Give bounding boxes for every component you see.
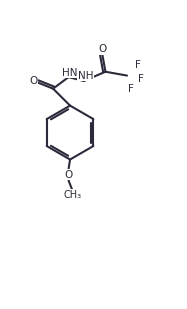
Text: NH: NH bbox=[78, 70, 93, 81]
Text: O: O bbox=[98, 44, 107, 54]
Text: O: O bbox=[29, 76, 37, 86]
Text: F: F bbox=[138, 74, 144, 84]
Text: CH₃: CH₃ bbox=[63, 190, 81, 200]
Text: F: F bbox=[135, 60, 141, 70]
Text: F: F bbox=[128, 84, 134, 95]
Text: O: O bbox=[64, 170, 73, 180]
Text: HN: HN bbox=[62, 67, 78, 78]
